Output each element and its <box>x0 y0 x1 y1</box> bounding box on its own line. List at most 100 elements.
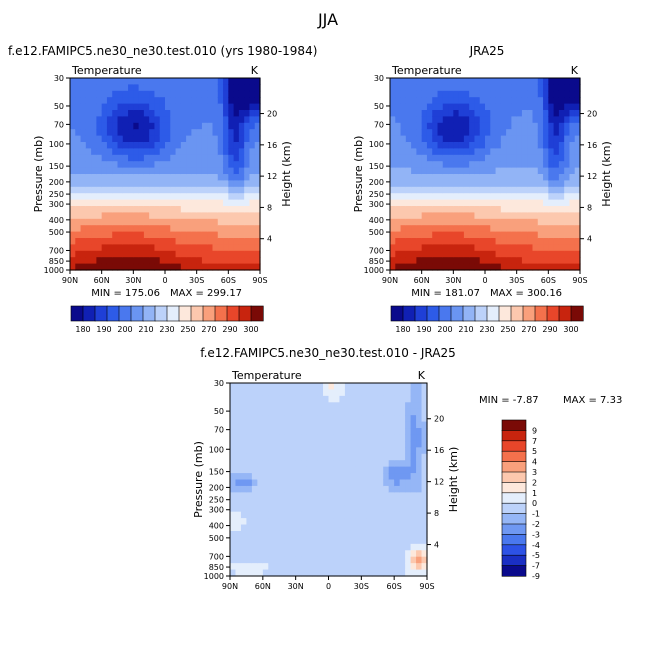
contour-cell <box>448 212 454 220</box>
y2-tick-label: 4 <box>267 235 272 244</box>
contour-cell <box>228 84 235 92</box>
contour-cell <box>355 556 362 564</box>
contour-cell <box>295 569 302 577</box>
contour-cell <box>70 212 76 220</box>
contour-cell <box>377 530 384 538</box>
contour-cell <box>180 103 187 111</box>
contour-cell <box>350 395 357 403</box>
contour-cell <box>511 135 518 143</box>
contour-cell <box>101 225 108 233</box>
y2-tick-label: 16 <box>267 141 277 150</box>
contour-cell <box>453 263 460 271</box>
contour-cell <box>295 524 302 532</box>
contour-cell <box>186 206 192 213</box>
contour-cell <box>506 142 512 149</box>
contour-cell <box>228 174 235 181</box>
contour-cell <box>306 537 313 545</box>
contour-cell <box>273 389 280 397</box>
contour-cell <box>426 103 433 111</box>
contour-cell <box>228 154 235 162</box>
contour-cell <box>233 193 240 201</box>
contour-cell <box>223 212 229 220</box>
y2-tick-label: 8 <box>587 203 592 212</box>
contour-cell <box>80 122 87 130</box>
contour-cell <box>91 225 97 233</box>
contour-cell <box>112 186 119 194</box>
contour-cell <box>191 186 198 194</box>
contour-cell <box>85 186 92 194</box>
contour-cell <box>284 389 291 397</box>
contour-cell <box>558 257 565 265</box>
contour-cell <box>463 90 470 98</box>
contour-cell <box>521 244 528 252</box>
contour-cell <box>521 238 528 245</box>
contour-cell <box>448 199 454 207</box>
contour-cell <box>154 186 161 194</box>
contour-cell <box>149 161 156 169</box>
contour-cell <box>532 218 539 226</box>
contour-cell <box>306 440 313 448</box>
contour-cell <box>339 498 346 506</box>
contour-cell <box>500 206 507 213</box>
contour-cell <box>411 122 417 130</box>
contour-cell <box>312 498 319 506</box>
contour-cell <box>416 518 423 526</box>
contour-cell <box>85 231 92 239</box>
contour-cell <box>228 135 235 143</box>
contour-cell <box>284 428 291 436</box>
contour-cell <box>395 206 402 213</box>
contour-cell <box>469 231 476 239</box>
contour-cell <box>91 212 97 220</box>
contour-cell <box>70 97 76 105</box>
contour-cell <box>463 263 470 271</box>
contour-cell <box>574 231 581 239</box>
contour-cell <box>426 78 433 85</box>
contour-cell <box>165 250 171 258</box>
contour-cell <box>295 485 302 493</box>
contour-cell <box>80 238 87 245</box>
contour-cell <box>394 434 401 442</box>
contour-cell <box>411 180 417 188</box>
contour-cell <box>101 129 108 137</box>
contour-cell <box>317 383 324 391</box>
contour-cell <box>442 110 449 117</box>
contour-cell <box>75 218 82 226</box>
contour-cell <box>344 447 351 455</box>
contour-cell <box>569 148 576 156</box>
contour-cell <box>223 110 229 117</box>
contour-cell <box>410 543 417 551</box>
contour-cell <box>317 395 324 403</box>
contour-cell <box>474 193 481 201</box>
contour-cell <box>306 408 313 416</box>
contour-cell <box>106 84 113 92</box>
contour-cell <box>479 154 486 162</box>
contour-cell <box>323 556 330 564</box>
contour-cell <box>388 389 395 397</box>
contour-cell <box>235 473 242 481</box>
contour-cell <box>372 543 379 551</box>
contour-cell <box>469 90 476 98</box>
contour-cell <box>574 154 581 162</box>
contour-cell <box>458 97 465 105</box>
contour-cell <box>405 492 412 500</box>
contour-cell <box>333 556 341 564</box>
contour-cell <box>453 231 460 239</box>
contour-cell <box>479 231 486 239</box>
contour-cell <box>106 218 113 226</box>
contour-cell <box>390 218 396 226</box>
contour-cell <box>230 395 237 403</box>
contour-cell <box>101 122 108 130</box>
contour-cell <box>543 250 549 258</box>
contour-cell <box>290 473 297 481</box>
contour-cell <box>405 186 412 194</box>
contour-cell <box>339 556 346 564</box>
contour-cell <box>410 530 417 538</box>
contour-cell <box>558 199 565 207</box>
contour-cell <box>128 142 134 149</box>
contour-cell <box>411 218 417 226</box>
contour-cell <box>143 90 150 98</box>
contour-cell <box>106 186 113 194</box>
contour-cell <box>323 460 330 468</box>
contour-cell <box>196 225 203 233</box>
contour-cell <box>212 186 219 194</box>
